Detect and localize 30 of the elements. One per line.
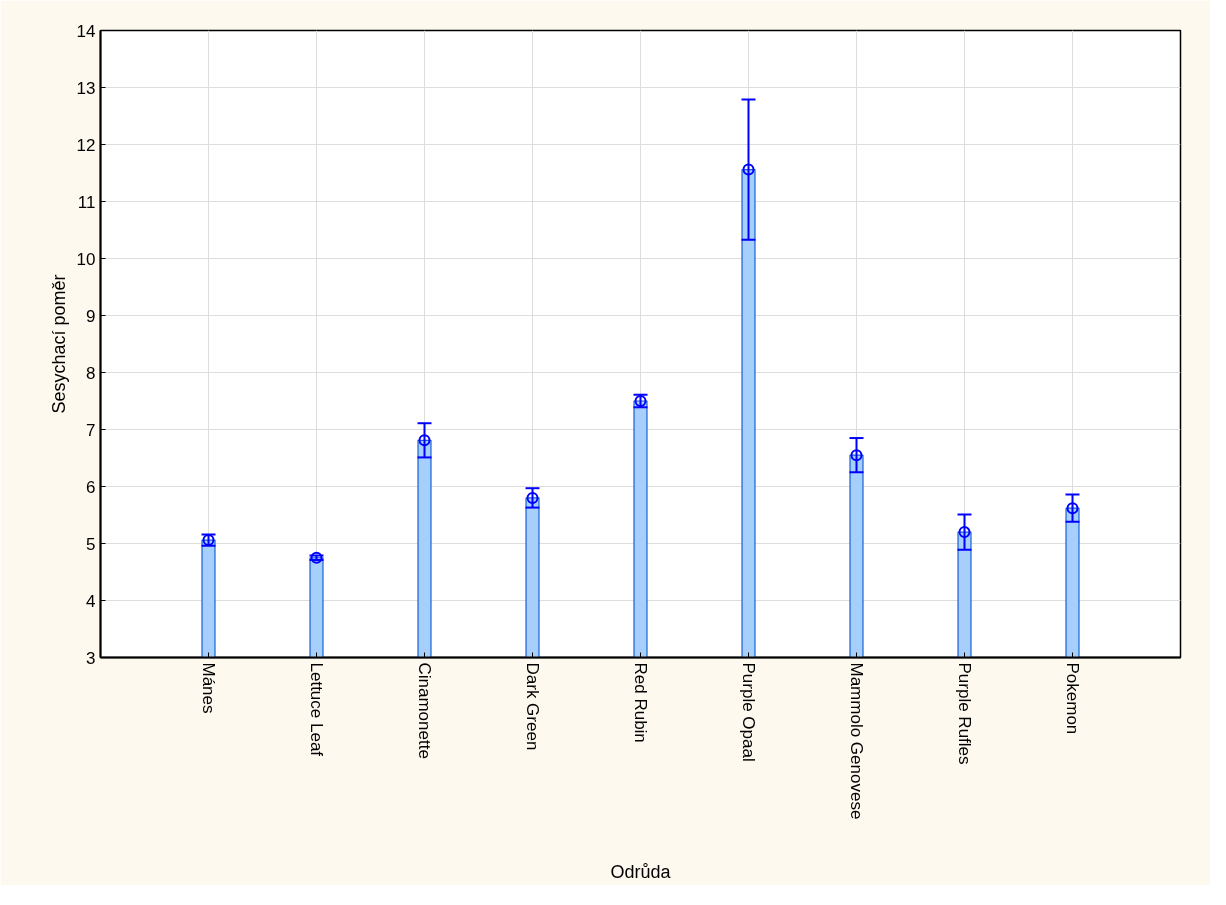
x-tick-label: Lettuce Leaf [307,662,326,757]
x-tick-label: Red Rubin [631,662,650,743]
x-tick-label: Purple Opaal [739,662,758,762]
y-tick-label: 3 [86,648,96,668]
point [1066,502,1079,515]
y-tick-label: 4 [86,591,96,611]
y-tick-label: 14 [76,21,96,41]
y-tick-label: 7 [86,420,96,440]
x-tick-label: Purple Rufles [955,662,974,765]
x-tick-label: Pokemon [1063,662,1082,735]
y-tick-label: 9 [86,306,96,326]
y-tick-label: 12 [76,135,96,155]
point [850,449,863,462]
point [958,526,971,539]
x-axis-title: Odrůda [610,862,672,883]
x-tick-label: Cinamonette [415,662,434,759]
x-tick-label: Mammolo Genovese [847,662,866,820]
point [526,491,539,504]
y-axis-title: Sesychací poměr [48,274,69,414]
y-tick-label: 10 [76,249,96,269]
point [742,163,755,176]
point [310,551,323,564]
y-tick-label: 11 [77,192,96,212]
point [418,434,431,447]
x-tick-label: Dark Green [523,662,542,751]
y-tick-label: 5 [86,534,96,554]
y-tick-label: 6 [86,477,96,497]
x-tick-label: Mánes [199,662,218,714]
y-tick-label: 8 [86,363,96,383]
y-tick-label: 13 [76,78,96,98]
